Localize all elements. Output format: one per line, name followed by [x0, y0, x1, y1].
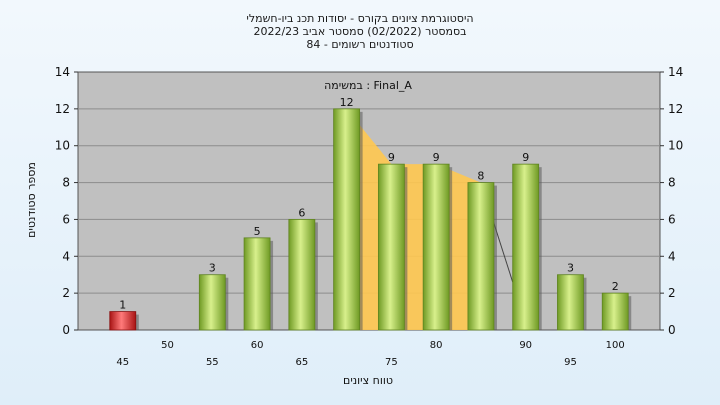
x-tick-label: 100: [606, 340, 625, 351]
bar-value-label: 2: [612, 280, 619, 293]
bar-value-label: 6: [298, 206, 305, 219]
y-tick-label-right: 6: [668, 212, 676, 226]
chart-title-line-3: סטודנטים רשומים - 84: [306, 38, 413, 51]
bar-75: [377, 163, 405, 331]
bar-value-label: 3: [567, 262, 574, 275]
y-tick-label-left: 2: [62, 286, 70, 300]
x-tick-label: 80: [430, 340, 443, 351]
y-tick-label-right: 12: [668, 102, 683, 116]
x-tick-label: 90: [519, 340, 532, 351]
y-tick-label-left: 0: [62, 323, 70, 337]
x-tick-label: 95: [564, 357, 577, 368]
x-axis-title: טווח ציונים: [343, 374, 393, 387]
chart-title-line-1: היסטוגרמת ציונים בקורס - יסודות תכנ ביו-…: [246, 12, 473, 25]
bar-value-label: 5: [254, 225, 261, 238]
bar-95: [557, 274, 584, 331]
y-tick-label-right: 2: [668, 286, 676, 300]
bar-100: [601, 292, 629, 331]
y-tick-label-right: 0: [668, 323, 676, 337]
y-tick-label-right: 8: [668, 176, 676, 190]
y-tick-label-right: 4: [668, 249, 676, 263]
bar-value-label: 3: [209, 262, 216, 275]
bar-80: [422, 163, 450, 331]
bar-value-label: 9: [388, 151, 395, 164]
y-tick-label-right: 14: [668, 65, 683, 79]
bars-layer: 1 3 5 6 12 9 9 8 9 3 2: [109, 96, 632, 331]
y-tick-label-left: 6: [62, 212, 70, 226]
y-tick-label-left: 14: [55, 65, 70, 79]
y-tick-label-left: 4: [62, 249, 70, 263]
y-tick-label-left: 12: [55, 102, 70, 116]
bar-value-label: 9: [522, 151, 529, 164]
x-tick-label: 55: [206, 357, 219, 368]
bar-value-label: 8: [477, 170, 484, 183]
y-tick-label-left: 8: [62, 176, 70, 190]
x-tick-label: 75: [385, 357, 398, 368]
x-tick-label: 65: [295, 357, 308, 368]
chart-title-line-2: בסמסטר (02/2022) סמסטר אביב 2022/23: [253, 25, 466, 38]
bar-60: [243, 237, 271, 331]
chart-annotation: במשימה : Final_A: [324, 79, 412, 92]
x-tick-label: 45: [116, 357, 129, 368]
bar-45: [109, 311, 137, 331]
bar-value-label: 1: [119, 299, 126, 312]
bar-70: [333, 108, 361, 331]
bar-value-label: 9: [433, 151, 440, 164]
x-tick-label: 60: [251, 340, 264, 351]
bar-65: [288, 219, 316, 331]
bar-85: [467, 182, 495, 331]
bar-55: [198, 274, 226, 331]
y-axis-title: מספר סטודנטים: [25, 162, 38, 238]
bar-90: [512, 163, 540, 331]
y-tick-label-left: 10: [55, 139, 70, 153]
y-tick-label-right: 10: [668, 139, 683, 153]
bar-value-label: 12: [340, 96, 354, 109]
x-tick-label: 50: [161, 340, 174, 351]
